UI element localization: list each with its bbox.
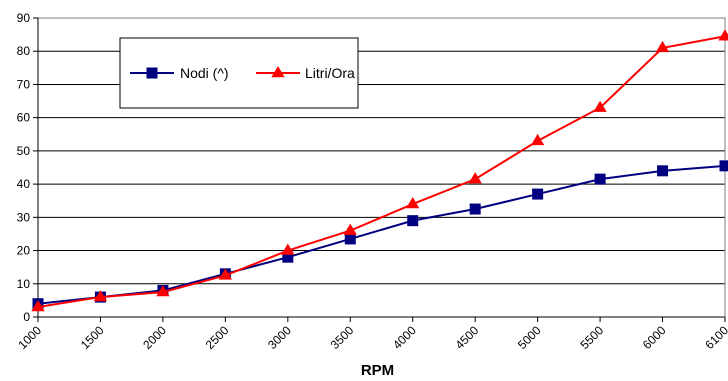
data-point (718, 29, 728, 41)
y-tick-label: 0 (23, 310, 30, 324)
data-point (594, 173, 606, 185)
data-point (655, 40, 670, 53)
x-tick-label: 2500 (203, 323, 232, 352)
y-tick-label: 40 (17, 177, 31, 191)
y-tick-label: 30 (17, 210, 31, 224)
data-point (468, 172, 482, 184)
data-point (156, 285, 170, 297)
legend-label: Litri/Ora (305, 65, 355, 81)
x-tick-label: 6000 (640, 323, 669, 352)
x-tick-label: 5500 (577, 323, 606, 352)
x-tick-label: 6100 (702, 323, 728, 352)
x-tick-label: 4500 (453, 323, 482, 352)
x-tick-label: 2000 (140, 323, 169, 352)
data-point (281, 243, 295, 255)
legend-triangle-marker (271, 66, 285, 78)
legend-entry: Litri/Ora (256, 65, 355, 81)
x-tick-label: 3000 (265, 323, 294, 352)
x-tick-label: 1500 (78, 323, 107, 352)
data-point (469, 203, 481, 215)
series-litri-ora (31, 29, 728, 312)
data-point (406, 197, 420, 209)
data-point (593, 100, 607, 112)
x-tick-label: 3500 (328, 323, 357, 352)
data-point (31, 300, 45, 312)
data-point (344, 233, 356, 245)
x-tick-label: 5000 (515, 323, 544, 352)
y-tick-label: 50 (17, 144, 31, 158)
legend-square-marker (146, 67, 158, 79)
y-tick-label: 20 (17, 244, 31, 258)
legend-label: Nodi (^) (180, 65, 229, 81)
y-tick-label: 10 (17, 277, 31, 291)
y-tick-label: 80 (17, 44, 31, 58)
data-point (719, 160, 728, 172)
y-tick-label: 90 (17, 11, 31, 25)
y-tick-label: 70 (17, 77, 31, 91)
data-point (530, 133, 545, 146)
series (31, 29, 728, 312)
data-point (407, 215, 419, 227)
data-point (343, 223, 357, 235)
x-axis-title: RPM (361, 362, 394, 379)
data-point (93, 290, 108, 302)
y-tick-label: 60 (17, 111, 31, 125)
legend: Nodi (^) Litri/Ora (119, 37, 359, 109)
x-tick-label: 1000 (15, 323, 44, 352)
series-nodi (32, 160, 728, 310)
series-line (37, 164, 726, 305)
legend-entry: Nodi (^) (130, 65, 229, 81)
series-line (37, 35, 726, 309)
data-point (657, 165, 669, 177)
data-point (282, 251, 294, 263)
data-point (532, 188, 544, 200)
data-point (218, 268, 233, 280)
x-tick-label: 4000 (390, 323, 419, 352)
